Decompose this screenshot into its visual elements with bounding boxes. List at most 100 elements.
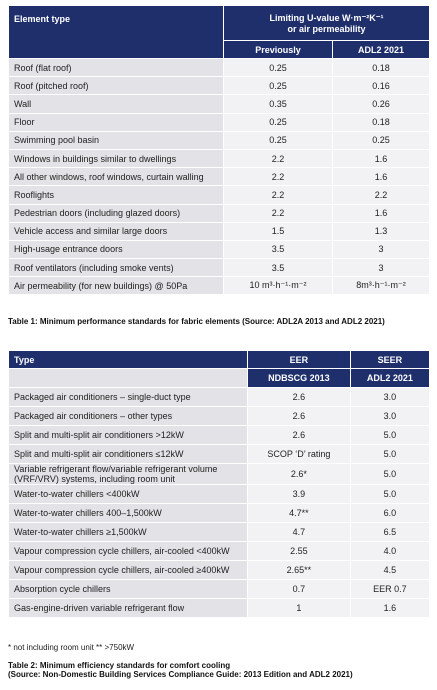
caption-line: (Source: Non-Domestic Building Services … bbox=[8, 670, 353, 679]
table-row: Absorption cycle chillers 0.7 EER 0.7 bbox=[8, 579, 431, 599]
header-cell: EER bbox=[247, 350, 351, 369]
value-cell: 3 bbox=[332, 258, 430, 278]
value-cell: 2.6 bbox=[247, 387, 351, 407]
value-cell: 2.65** bbox=[247, 560, 351, 580]
caption: Table 1: Minimum performance standards f… bbox=[8, 317, 385, 326]
label-cell: Gas-engine-driven variable refrigerant f… bbox=[8, 598, 248, 618]
header-cell: ADL2 2021 bbox=[349, 368, 431, 388]
table-row: Roof ventilators (including smoke vents)… bbox=[8, 258, 430, 278]
table-row: Packaged air conditioners – other types 2… bbox=[8, 406, 431, 426]
value-cell: 6.0 bbox=[349, 503, 431, 523]
value-cell: 5.0 bbox=[349, 444, 431, 464]
label-cell: Variable refrigerant flow/variable refri… bbox=[8, 463, 248, 485]
table-row: Pedestrian doors (including glazed doors… bbox=[8, 203, 430, 223]
table-row: Water-to-water chillers 400–1,500kW 4.7**… bbox=[8, 503, 431, 523]
value-cell: 3.0 bbox=[349, 406, 431, 426]
value-cell: 2.2 bbox=[223, 148, 333, 169]
value-cell: 1.5 bbox=[223, 221, 333, 241]
value-cell: 2.55 bbox=[247, 541, 351, 561]
value-cell: 2.2 bbox=[223, 167, 333, 187]
value-cell: 1.6 bbox=[349, 598, 431, 618]
blank-cell bbox=[8, 368, 248, 388]
table-row: High-usage entrance doors 3.5 3 bbox=[8, 239, 430, 260]
value-cell: 3.5 bbox=[223, 239, 333, 260]
value-cell: 2.6 bbox=[247, 425, 351, 445]
table-row: Windows in buildings similar to dwelling… bbox=[8, 148, 430, 169]
table-row: Vapour compression cycle chillers, air-c… bbox=[8, 541, 431, 561]
value-cell: 0.25 bbox=[223, 112, 333, 132]
value-cell: 0.25 bbox=[223, 57, 333, 78]
label-cell: Packaged air conditioners – single-duct … bbox=[8, 387, 248, 407]
value-cell: 3.5 bbox=[223, 258, 333, 278]
table-row: Rooflights 2.2 2.2 bbox=[8, 185, 430, 205]
label-cell: Floor bbox=[8, 112, 224, 132]
header-cell: SEER bbox=[349, 350, 431, 369]
value-cell: 10 m³·h⁻¹·m⁻² bbox=[223, 276, 333, 296]
label-cell: Water-to-water chillers <400kW bbox=[8, 484, 248, 504]
value-cell: 0.16 bbox=[332, 76, 430, 96]
label-cell: Vapour compression cycle chillers, air-c… bbox=[8, 541, 248, 561]
value-cell: 1 bbox=[247, 598, 351, 618]
header-cell: Type bbox=[8, 350, 248, 369]
label-cell: Split and multi-split air conditioners >… bbox=[8, 425, 248, 445]
header-cell: ADL2 2021 bbox=[332, 40, 430, 59]
caption-line: Table 2: Minimum efficiency standards fo… bbox=[8, 661, 231, 670]
value-cell: 2.2 bbox=[223, 185, 333, 205]
value-cell: 3.9 bbox=[247, 484, 351, 504]
table-row: Floor 0.25 0.18 bbox=[8, 112, 430, 132]
footnote: * not including room unit ** >750kW bbox=[8, 643, 135, 652]
table-row: Wall 0.35 0.26 bbox=[8, 94, 430, 114]
label-cell: All other windows, roof windows, curtain… bbox=[8, 167, 224, 187]
header-cell: NDBSCG 2013 bbox=[247, 368, 351, 388]
value-cell: 0.18 bbox=[332, 57, 430, 78]
value-cell: 0.18 bbox=[332, 112, 430, 132]
label-cell: Wall bbox=[8, 94, 224, 114]
value-cell: 1.6 bbox=[332, 148, 430, 169]
value-cell: 5.0 bbox=[349, 463, 431, 485]
value-cell: 2.6* bbox=[247, 463, 351, 485]
table-row: Vapour compression cycle chillers, air-c… bbox=[8, 560, 431, 580]
value-cell: 1.6 bbox=[332, 167, 430, 187]
value-cell: 0.7 bbox=[247, 579, 351, 599]
label-cell: Water-to-water chillers 400–1,500kW bbox=[8, 503, 248, 523]
table-row: Water-to-water chillers ≥1,500kW 4.7 6.5 bbox=[8, 522, 431, 542]
header-cell: Limiting U-value W·m⁻²K⁻¹ or air permeabi… bbox=[223, 5, 430, 41]
value-cell: 4.7** bbox=[247, 503, 351, 523]
header-text: or air permeability bbox=[287, 23, 366, 34]
label-cell: Packaged air conditioners – other types bbox=[8, 406, 248, 426]
value-cell: 2.2 bbox=[332, 185, 430, 205]
label-cell: Swimming pool basin bbox=[8, 130, 224, 150]
value-cell: 5.0 bbox=[349, 484, 431, 504]
fabric-table: Element type Limiting U-value W·m⁻²K⁻¹ or… bbox=[8, 5, 430, 296]
value-cell: 0.25 bbox=[223, 76, 333, 96]
table-row: Gas-engine-driven variable refrigerant f… bbox=[8, 598, 431, 618]
value-cell: EER 0.7 bbox=[349, 579, 431, 599]
table-row: Air permeability (for new buildings) @ 5… bbox=[8, 276, 430, 296]
value-cell: 1.6 bbox=[332, 203, 430, 223]
label-cell: Pedestrian doors (including glazed doors… bbox=[8, 203, 224, 223]
label-cell: Vapour compression cycle chillers, air-c… bbox=[8, 560, 248, 580]
label-cell: Roof (pitched roof) bbox=[8, 76, 224, 96]
value-cell: 0.35 bbox=[223, 94, 333, 114]
value-cell: 2.6 bbox=[247, 406, 351, 426]
label-cell: High-usage entrance doors bbox=[8, 239, 224, 260]
header-cell: Element type bbox=[8, 5, 224, 59]
table-row: Split and multi-split air conditioners ≤… bbox=[8, 444, 431, 464]
label-cell: Split and multi-split air conditioners ≤… bbox=[8, 444, 248, 464]
label-cell: Rooflights bbox=[8, 185, 224, 205]
label-cell: Windows in buildings similar to dwelling… bbox=[8, 148, 224, 169]
value-cell: 0.25 bbox=[332, 130, 430, 150]
table-row: Packaged air conditioners – single-duct … bbox=[8, 387, 431, 407]
table-row: Split and multi-split air conditioners >… bbox=[8, 425, 431, 445]
label-cell: Air permeability (for new buildings) @ 5… bbox=[8, 276, 224, 296]
header-cell: Previously bbox=[223, 40, 333, 59]
table-row: Roof (pitched roof) 0.25 0.16 bbox=[8, 76, 430, 96]
label-cell: Roof (flat roof) bbox=[8, 57, 224, 78]
table-row: Variable refrigerant flow/variable refri… bbox=[8, 463, 431, 485]
caption: Table 2: Minimum efficiency standards fo… bbox=[8, 661, 353, 679]
table-row: Vehicle access and similar large doors 1.… bbox=[8, 221, 430, 241]
value-cell: 4.0 bbox=[349, 541, 431, 561]
value-cell: 3 bbox=[332, 239, 430, 260]
table-row: All other windows, roof windows, curtain… bbox=[8, 167, 430, 187]
